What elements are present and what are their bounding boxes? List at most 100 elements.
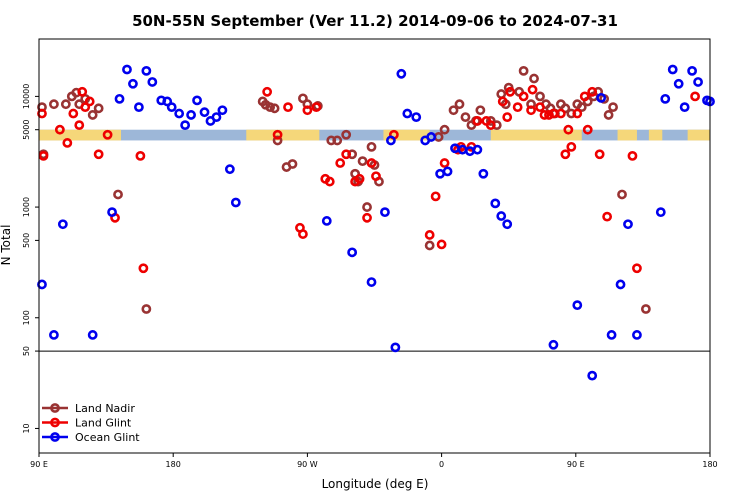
data-point [454, 99, 465, 110]
data-point [390, 342, 401, 353]
data-point [84, 96, 95, 107]
x-tick-label: 90 W [297, 460, 318, 469]
data-point [162, 96, 173, 107]
data-point [62, 138, 73, 148]
data-point [587, 86, 598, 97]
plot-frame [38, 38, 711, 454]
data-point [512, 102, 523, 113]
data-point [632, 330, 642, 340]
data-point [526, 105, 536, 116]
land-band-segment [617, 129, 637, 141]
y-tick-label: 1000 [22, 197, 31, 217]
data-point [430, 191, 441, 202]
x-axis-label: Longitude (deg E) [322, 477, 429, 491]
legend-label: Ocean Glint [75, 431, 140, 444]
data-point [80, 102, 91, 113]
data-point [544, 110, 554, 120]
data-point [102, 129, 113, 140]
data-point [287, 159, 298, 169]
data-point [566, 141, 577, 152]
data-point [174, 108, 185, 119]
data-point [627, 150, 638, 161]
data-point [49, 99, 59, 110]
data-point [38, 150, 49, 161]
data-point [594, 149, 605, 160]
data-point [114, 93, 125, 104]
data-point [37, 108, 47, 119]
legend-marker [50, 403, 60, 413]
data-point [518, 65, 529, 76]
chart-title: 50N-55N September (Ver 11.2) 2014-09-06 … [132, 12, 618, 30]
data-point [341, 129, 352, 140]
data-point [217, 105, 228, 116]
data-point [230, 197, 241, 208]
data-point [560, 149, 571, 160]
data-point [617, 189, 627, 200]
data-point [572, 108, 583, 119]
data-point [632, 263, 642, 274]
data-point [640, 304, 651, 314]
data-point [341, 149, 352, 160]
data-point [272, 129, 283, 140]
data-point [411, 112, 422, 122]
data-point [134, 102, 144, 113]
y-tick-label: 50 [22, 346, 31, 356]
y-tick-label: 10000 [22, 84, 31, 109]
legend-marker [50, 432, 60, 442]
surface-band [39, 129, 710, 141]
data-point [396, 68, 407, 79]
data-point [265, 102, 276, 113]
data-point [582, 124, 593, 135]
data-point [49, 330, 59, 340]
data-point [555, 108, 566, 119]
data-point [93, 103, 104, 114]
data-point [54, 124, 65, 135]
data-point [128, 78, 138, 89]
data-point [693, 77, 703, 87]
legend-item: Land Nadir [42, 402, 135, 415]
data-point [439, 124, 450, 135]
data-point [502, 112, 513, 122]
data-point [87, 110, 98, 120]
land-band-segment [648, 129, 663, 141]
y-tick-label: 5000 [22, 120, 31, 140]
data-point [602, 211, 613, 222]
land-band-segment [490, 129, 582, 141]
data-point [357, 156, 368, 167]
data-point [269, 103, 280, 114]
data-point [74, 120, 85, 131]
data-point [138, 263, 149, 274]
data-point [448, 105, 459, 116]
data-point [93, 149, 104, 160]
data-point [402, 108, 413, 119]
data-point [224, 164, 235, 175]
data-point [535, 102, 545, 113]
x-tick-label: 90 E [567, 460, 585, 469]
data-point [192, 95, 202, 106]
y-tick-label: 100 [22, 310, 31, 325]
data-point [460, 112, 471, 122]
data-point [186, 110, 196, 120]
legend-marker [50, 417, 60, 428]
legend-item: Ocean Glint [42, 431, 140, 444]
ocean-band [39, 129, 710, 141]
data-point [497, 96, 508, 107]
land-band-segment [383, 129, 430, 141]
data-point [576, 102, 587, 113]
data-point [298, 93, 308, 104]
data-point [505, 86, 516, 97]
data-point [673, 78, 684, 89]
data-point [687, 65, 698, 76]
data-point [435, 168, 446, 179]
data-point [141, 304, 152, 314]
data-point [679, 102, 690, 113]
data-point [347, 247, 358, 258]
data-point [354, 173, 365, 184]
data-point [332, 135, 343, 146]
data-point [496, 211, 507, 221]
data-point [107, 207, 117, 218]
legend-label: Land Nadir [75, 402, 135, 415]
data-point [596, 92, 607, 103]
